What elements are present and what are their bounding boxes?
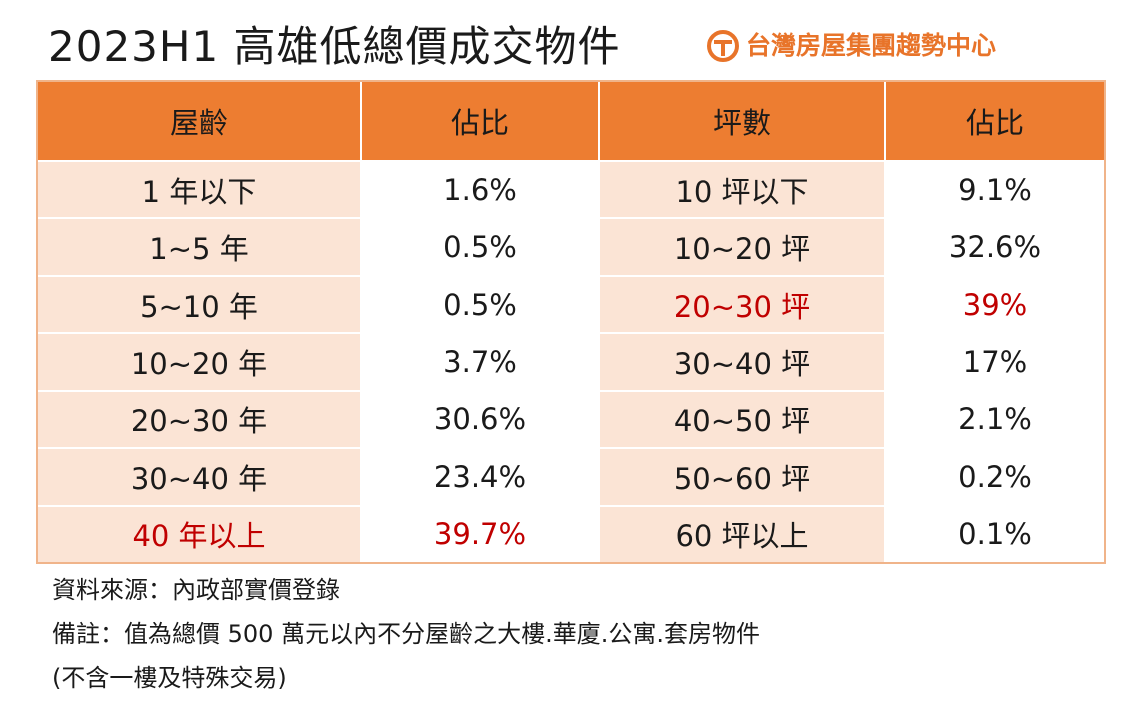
age-cell: 30~40 年: [38, 449, 360, 505]
footnotes: 資料來源：內政部實價登錄 備註：值為總價 500 萬元以內不分屋齡之大樓.華廈.…: [52, 568, 760, 700]
size-cell-highlight: 20~30 坪: [600, 276, 884, 333]
age-cell: 1~5 年: [38, 219, 360, 275]
size-share-cell: 0.2%: [886, 449, 1104, 505]
header-size: 坪數: [600, 82, 884, 160]
brand-logo: 台灣房屋集團趨勢中心: [706, 26, 996, 66]
age-share-cell: 23.4%: [362, 449, 598, 505]
age-share-cell: 1.6%: [362, 162, 598, 218]
age-share-cell: 3.7%: [362, 334, 598, 390]
age-share-cell-highlight: 39.7%: [362, 506, 598, 562]
size-cell: 10 坪以下: [600, 162, 884, 218]
header-size-share: 佔比: [886, 82, 1104, 160]
age-cell: 1 年以下: [38, 162, 360, 218]
size-cell: 10~20 坪: [600, 219, 884, 275]
taiwan-realty-logo-icon: [707, 30, 739, 62]
age-cell: 5~10 年: [38, 276, 360, 333]
data-table: 屋齡 佔比 坪數 佔比 1 年以下 1.6% 10 坪以下 9.1% 1~5 年…: [36, 80, 1106, 564]
age-cell-highlight: 40 年以上: [38, 506, 360, 562]
page-title: 2023H1 高雄低總價成交物件: [48, 22, 621, 71]
age-cell: 20~30 年: [38, 391, 360, 448]
age-share-cell: 0.5%: [362, 219, 598, 275]
remark-note: 備註：值為總價 500 萬元以內不分屋齡之大樓.華廈.公寓.套房物件: [52, 620, 760, 648]
remark-note-exclusion: (不含一樓及特殊交易): [52, 664, 287, 692]
source-note: 資料來源：內政部實價登錄: [52, 576, 340, 604]
size-share-cell: 17%: [886, 334, 1104, 390]
size-cell: 30~40 坪: [600, 334, 884, 390]
size-share-cell-highlight: 39%: [886, 276, 1104, 333]
size-share-cell: 0.1%: [886, 506, 1104, 562]
brand-name: 台灣房屋集團趨勢中心: [746, 31, 997, 60]
size-cell: 40~50 坪: [600, 391, 884, 448]
age-share-cell: 0.5%: [362, 276, 598, 333]
size-cell: 50~60 坪: [600, 449, 884, 505]
age-share-cell: 30.6%: [362, 391, 598, 448]
age-cell: 10~20 年: [38, 334, 360, 390]
size-share-cell: 2.1%: [886, 391, 1104, 448]
size-share-cell: 32.6%: [886, 219, 1104, 275]
header-age: 屋齡: [38, 82, 360, 160]
header-age-share: 佔比: [362, 82, 598, 160]
size-share-cell: 9.1%: [886, 162, 1104, 218]
size-cell: 60 坪以上: [600, 506, 884, 562]
